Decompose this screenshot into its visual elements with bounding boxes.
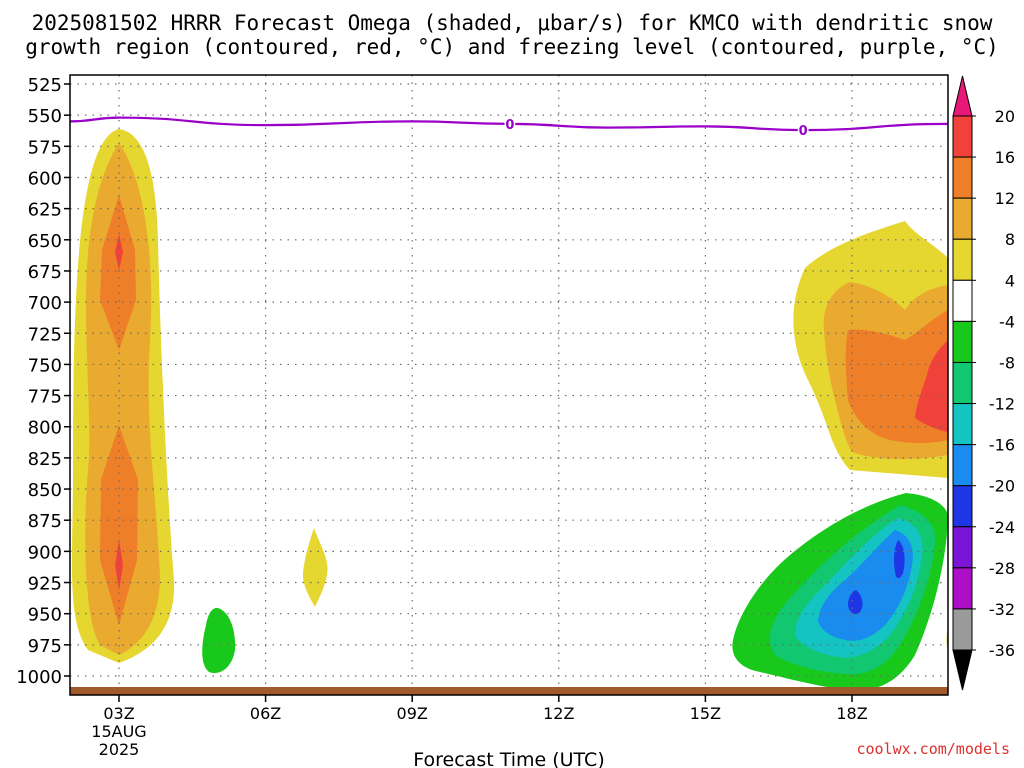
colorbar-swatch [952,608,973,651]
y-tick-label: 800 [28,418,62,439]
colorbar-swatch [952,403,973,446]
x-tick-label: 09Z [397,704,428,723]
colorbar-tick-label: -8 [999,353,1015,372]
y-tick-label: 875 [28,511,62,532]
y-tick-label: 700 [28,293,62,314]
y-tick-label: 825 [28,449,62,470]
y-tick-label: 550 [28,106,62,127]
omega-18z-neg16to20 [818,530,913,641]
colorbar-swatch [952,567,973,610]
x-axis-label: Forecast Time (UTC) [413,749,604,768]
y-tick-label: 725 [28,324,62,345]
y-tick-label: 750 [28,355,62,376]
freezing-level-label: 0 [505,118,514,133]
y-tick-label: 900 [28,542,62,563]
colorbar-tick-label: 16 [995,148,1015,167]
omega-05z-neg4to8 [202,607,236,674]
x-tick-date: 15AUG [91,722,146,741]
colorbar-tick-label: -36 [989,641,1015,660]
colorbar-bottom-triangle [952,649,973,691]
colorbar-swatch [952,444,973,487]
y-tick-label: 575 [28,137,62,158]
y-tick-label: 600 [28,168,62,189]
omega-03z-12to16 [100,195,138,625]
y-tick-label: 775 [28,387,62,408]
plot-border [69,74,949,696]
colorbar-top-triangle [952,75,973,117]
y-tick-label: 925 [28,574,62,595]
colorbar-tick-label: -16 [989,436,1015,455]
colorbar-tick-label: 8 [1005,230,1015,249]
y-tick-label: 525 [28,75,62,96]
plot-frame [69,74,949,696]
chart-title-line-2: growth region (contoured, red, °C) and f… [25,35,999,59]
x-tick-label: 12Z [543,704,574,723]
omega-shading-layer [71,129,949,690]
colorbar-tick-label: 12 [995,189,1015,208]
ground-layer [70,687,948,695]
y-tick-label: 850 [28,480,62,501]
colorbar-tick-label: 20 [995,107,1015,126]
y-tick-label: 625 [28,200,62,221]
colorbar-tick-label: -4 [999,312,1015,331]
chart-title-line-1: 2025081502 HRRR Forecast Omega (shaded, … [31,11,993,35]
y-tick-label: 1000 [16,667,62,688]
freezing-level-label: 0 [799,124,808,139]
colorbar-swatch [952,115,973,158]
colorbar-swatch [952,361,973,405]
colorbar-tick-label: -12 [989,395,1015,414]
x-tick-label: 15Z [690,704,721,723]
x-tick-label: 18Z [836,704,867,723]
colorbar-tick-label: -20 [989,477,1015,496]
colorbar-tick-label: 4 [1005,271,1015,290]
y-tick-label: 975 [28,636,62,657]
omega-07z-4to8 [302,528,328,607]
y-tick-label: 675 [28,262,62,283]
colorbar-swatch [952,238,973,281]
colorbar-swatch [952,156,973,199]
colorbar-tick-label: -24 [989,518,1015,537]
colorbar: 20 16 12 8 4 -4 -8 -12 -16 -20 -24 -28 -32 -36 [952,75,1015,691]
omega-17z-16to20 [915,340,948,432]
colorbar-swatch [952,279,973,322]
x-tick-year: 2025 [99,740,140,759]
x-tick-label: 03Z [103,704,134,723]
colorbar-tick-label: -28 [989,559,1015,578]
colorbar-swatch [952,526,973,569]
site-credit: coolwx.com/models [856,740,1010,758]
x-tick-label: 06Z [250,704,281,723]
colorbar-swatch [952,320,973,363]
freezing-level-line [69,116,949,132]
colorbar-swatch [952,485,973,528]
y-axis: 525 550 575 600 625 650 675 700 725 750 775 800 825 8… [16,75,70,688]
colorbar-swatch [952,197,973,240]
ground-band [70,687,948,695]
y-tick-label: 650 [28,231,62,252]
y-tick-label: 950 [28,605,62,626]
colorbar-tick-label: -32 [989,600,1015,619]
omega-18z-neg20to24 [848,540,905,615]
